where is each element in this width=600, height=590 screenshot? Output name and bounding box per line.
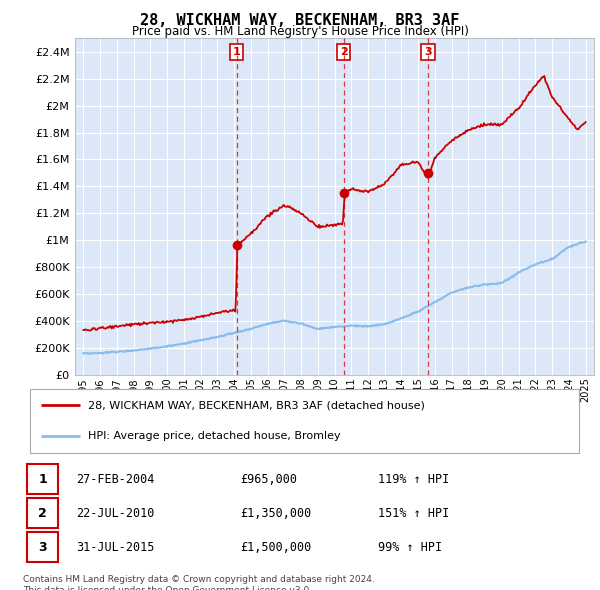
Text: 2: 2	[340, 47, 347, 57]
Text: 1: 1	[38, 473, 47, 486]
Text: 3: 3	[38, 541, 47, 554]
FancyBboxPatch shape	[27, 464, 58, 494]
Text: 99% ↑ HPI: 99% ↑ HPI	[378, 541, 442, 554]
Text: 151% ↑ HPI: 151% ↑ HPI	[378, 507, 449, 520]
Text: 27-FEB-2004: 27-FEB-2004	[76, 473, 154, 486]
Text: Contains HM Land Registry data © Crown copyright and database right 2024.
This d: Contains HM Land Registry data © Crown c…	[23, 575, 374, 590]
Text: 1: 1	[233, 47, 241, 57]
Text: £1,350,000: £1,350,000	[240, 507, 311, 520]
Text: HPI: Average price, detached house, Bromley: HPI: Average price, detached house, Brom…	[88, 431, 341, 441]
Text: 22-JUL-2010: 22-JUL-2010	[76, 507, 154, 520]
Text: 31-JUL-2015: 31-JUL-2015	[76, 541, 154, 554]
Text: 2: 2	[38, 507, 47, 520]
Text: Price paid vs. HM Land Registry's House Price Index (HPI): Price paid vs. HM Land Registry's House …	[131, 25, 469, 38]
FancyBboxPatch shape	[27, 532, 58, 562]
Text: 3: 3	[424, 47, 432, 57]
Text: 119% ↑ HPI: 119% ↑ HPI	[378, 473, 449, 486]
Text: £965,000: £965,000	[240, 473, 297, 486]
Text: £1,500,000: £1,500,000	[240, 541, 311, 554]
FancyBboxPatch shape	[30, 389, 579, 453]
FancyBboxPatch shape	[27, 499, 58, 528]
Text: 28, WICKHAM WAY, BECKENHAM, BR3 3AF: 28, WICKHAM WAY, BECKENHAM, BR3 3AF	[140, 13, 460, 28]
Text: 28, WICKHAM WAY, BECKENHAM, BR3 3AF (detached house): 28, WICKHAM WAY, BECKENHAM, BR3 3AF (det…	[88, 401, 425, 411]
